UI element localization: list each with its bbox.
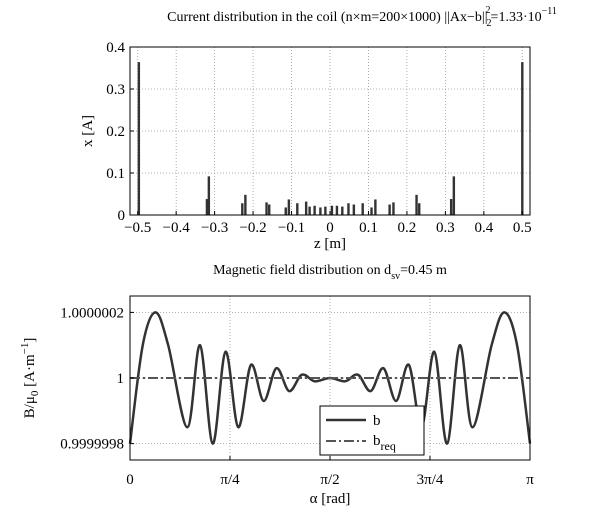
top-y-axis-label: x [A] bbox=[80, 115, 96, 147]
bottom-y-tick-label: 1 bbox=[117, 371, 125, 387]
current-bar bbox=[452, 176, 456, 215]
current-bar bbox=[244, 194, 247, 215]
bottom-y-axis-label: B/μ0 [A·m−1] bbox=[19, 338, 41, 419]
top-x-tick-label: −0.5 bbox=[124, 220, 151, 236]
current-bar bbox=[370, 207, 373, 215]
chart-top: Current distribution in the coil (n×m=20… bbox=[80, 5, 557, 252]
current-bar bbox=[207, 176, 211, 215]
current-bar bbox=[268, 204, 271, 215]
top-x-tick-label: −0.4 bbox=[163, 220, 191, 236]
current-bar bbox=[415, 194, 418, 215]
bottom-ticks: 0 π/4 π/2 3π/4 π 0.9999998 1 1.0000002 bbox=[60, 305, 534, 488]
top-x-tick-label: 0.2 bbox=[398, 220, 417, 236]
bottom-x-tick-label: π bbox=[526, 472, 534, 488]
top-x-tick-label: 0 bbox=[326, 220, 334, 236]
current-bar bbox=[137, 62, 141, 216]
top-y-tick-label: 0.3 bbox=[106, 82, 125, 98]
legend-label-breq: breq bbox=[373, 433, 396, 453]
bottom-x-tick-label: 0 bbox=[126, 472, 134, 488]
top-x-tick-label: 0.4 bbox=[474, 220, 493, 236]
bottom-x-tick-label: π/2 bbox=[320, 472, 339, 488]
top-y-tick-label: 0.1 bbox=[106, 166, 125, 182]
current-bar bbox=[449, 199, 453, 215]
bottom-x-axis-label: α [rad] bbox=[310, 491, 351, 507]
current-bar bbox=[521, 62, 524, 216]
top-y-tick-label: 0.2 bbox=[106, 124, 125, 140]
top-x-tick-label: 0.3 bbox=[436, 220, 455, 236]
bottom-y-tick-label: 0.9999998 bbox=[60, 437, 124, 453]
top-y-tick-label: 0 bbox=[118, 208, 126, 224]
top-y-tick-label: 0.4 bbox=[106, 40, 125, 56]
current-bar bbox=[313, 205, 316, 215]
current-bar bbox=[205, 199, 209, 215]
top-x-axis-label: z [m] bbox=[314, 236, 346, 252]
current-bar bbox=[330, 205, 334, 215]
top-x-tick-label: 0.1 bbox=[359, 220, 378, 236]
current-bar bbox=[418, 203, 421, 215]
current-bar bbox=[287, 199, 291, 215]
current-bar bbox=[361, 203, 364, 215]
chart-bottom: Magnetic field distribution on dsv=0.45 … bbox=[19, 263, 534, 507]
current-bar bbox=[304, 201, 308, 215]
top-x-tick-label: −0.1 bbox=[278, 220, 305, 236]
top-grid bbox=[130, 46, 530, 216]
current-bar bbox=[335, 205, 339, 215]
current-bar bbox=[324, 206, 327, 215]
current-bar bbox=[284, 207, 287, 215]
current-bar bbox=[352, 204, 356, 215]
current-bar bbox=[392, 202, 395, 215]
current-bar bbox=[374, 199, 377, 215]
top-x-tick-label: −0.3 bbox=[201, 220, 228, 236]
current-bar bbox=[265, 202, 268, 215]
bottom-lines bbox=[128, 311, 532, 445]
current-bar bbox=[241, 203, 244, 215]
top-x-tick-label: 0.5 bbox=[513, 220, 532, 236]
current-bar bbox=[308, 206, 311, 215]
top-ticks: −0.5 −0.4 −0.3 −0.2 −0.1 0 0.1 0.2 0.3 0.4 0.5 0 0.1… bbox=[106, 40, 531, 236]
current-bar bbox=[296, 203, 299, 215]
current-bar bbox=[319, 207, 322, 215]
top-x-tick-label: −0.2 bbox=[239, 220, 266, 236]
legend: b breq bbox=[319, 405, 425, 456]
current-bar bbox=[388, 204, 391, 215]
top-bars bbox=[137, 62, 524, 216]
legend-label-b: b bbox=[373, 413, 381, 429]
current-bar bbox=[341, 206, 344, 215]
bottom-x-tick-label: 3π/4 bbox=[417, 472, 444, 488]
bottom-title: Magnetic field distribution on dsv=0.45 … bbox=[213, 263, 447, 282]
legend-box bbox=[319, 405, 425, 456]
bottom-x-tick-label: π/4 bbox=[220, 472, 240, 488]
top-title: Current distribution in the coil (n×m=20… bbox=[167, 5, 557, 29]
current-bar bbox=[347, 203, 350, 215]
bottom-y-tick-label: 1.0000002 bbox=[60, 305, 124, 321]
